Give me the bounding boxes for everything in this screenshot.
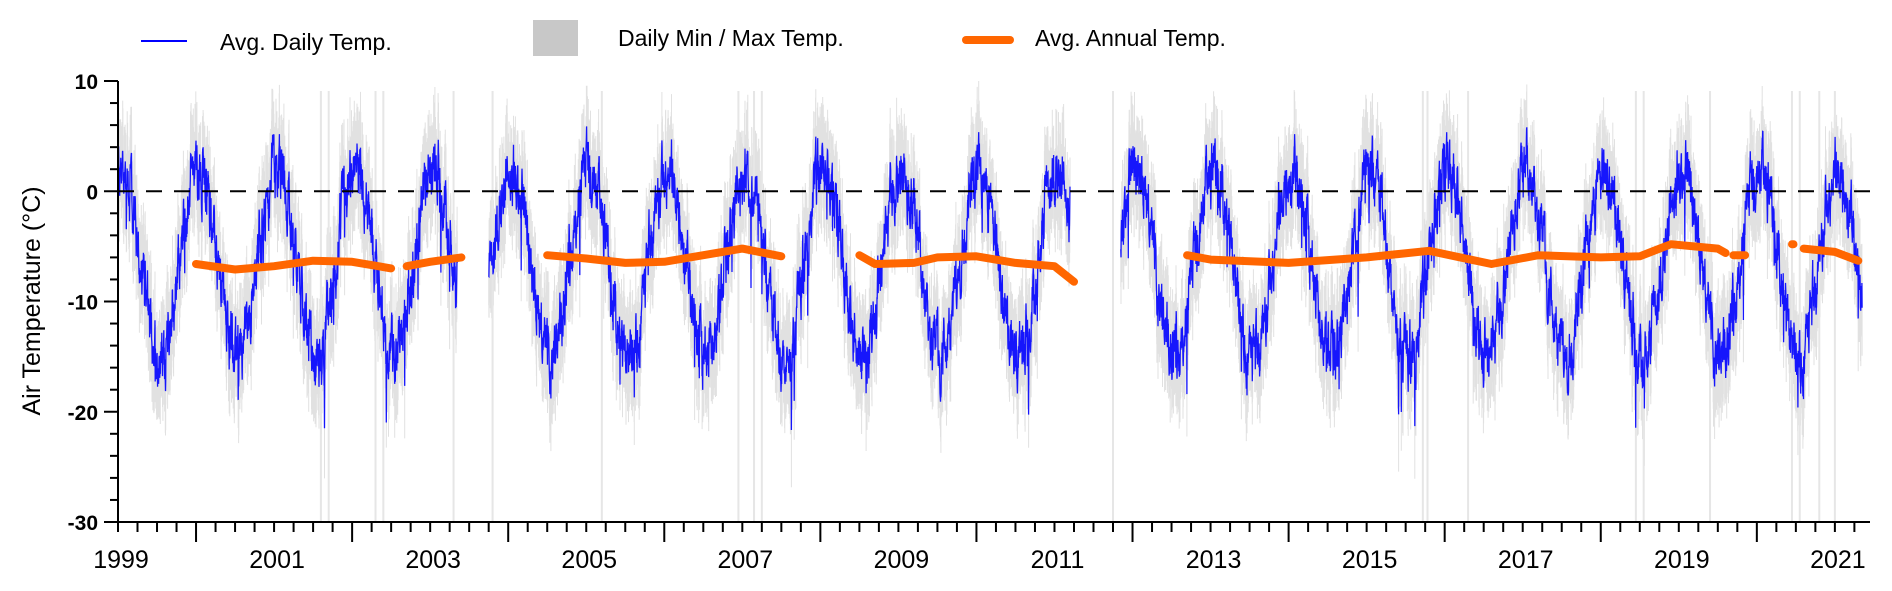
x-tick-label: 2005 bbox=[561, 546, 617, 574]
x-tick-label: 1999 bbox=[93, 546, 149, 574]
x-tick-label: 2017 bbox=[1498, 546, 1554, 574]
y-tick-label: 10 bbox=[75, 71, 98, 94]
x-tick-label: 2001 bbox=[249, 546, 305, 574]
minmax-band bbox=[117, 81, 1863, 522]
x-tick-label: 2011 bbox=[1031, 546, 1085, 574]
daily-series-line bbox=[117, 126, 1863, 431]
x-tick-label: 2021 bbox=[1810, 546, 1866, 574]
legend-label-minmax: Daily Min / Max Temp. bbox=[618, 25, 844, 51]
x-tick-label: 2019 bbox=[1654, 546, 1710, 574]
annual-series-segment bbox=[1799, 244, 1863, 265]
daily-series bbox=[117, 126, 1863, 431]
legend-label-annual: Avg. Annual Temp. bbox=[1035, 25, 1226, 51]
annual-series-segment bbox=[543, 244, 786, 267]
x-tick-label: 2007 bbox=[718, 546, 774, 574]
axes: 10 0 -10 -20 -30 1999 2001 2003 2005 2007 2009 2011… bbox=[68, 71, 1870, 574]
y-tick-label: -10 bbox=[68, 292, 98, 315]
y-tick-label: -20 bbox=[68, 402, 98, 425]
x-tick-label: 2013 bbox=[1186, 546, 1242, 574]
x-tick-label: 2009 bbox=[874, 546, 930, 574]
annual-series bbox=[192, 240, 1863, 286]
x-tick-label: 2003 bbox=[405, 546, 461, 574]
x-tick-label: 2015 bbox=[1342, 546, 1398, 574]
y-tick-label: 0 bbox=[86, 181, 98, 204]
legend: Avg. Daily Temp. Daily Min / Max Temp. A… bbox=[141, 20, 1226, 56]
y-axis-title: Air Temperature (°C) bbox=[18, 186, 46, 415]
annual-series-segment bbox=[1183, 240, 1730, 268]
annual-series-segment bbox=[402, 253, 466, 271]
legend-swatch-minmax bbox=[533, 20, 578, 56]
annual-series-segment bbox=[192, 256, 396, 274]
legend-label-daily: Avg. Daily Temp. bbox=[220, 29, 392, 55]
y-tick-label: -30 bbox=[68, 512, 98, 535]
annual-series-segment bbox=[855, 251, 1078, 286]
